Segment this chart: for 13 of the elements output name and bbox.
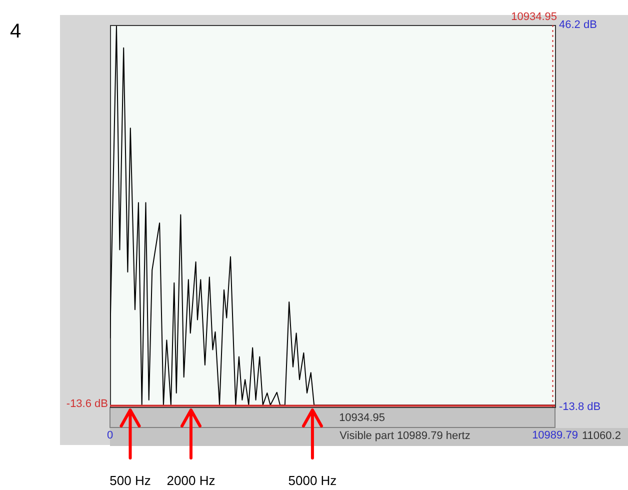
text: 11060.2 [582, 430, 621, 442]
text: 4 [10, 20, 22, 43]
text: Visible part 10989.79 hertz [340, 430, 470, 442]
y-tick-label: -13.8 dB [559, 401, 601, 414]
annotation: 2000 Hz [166, 473, 216, 488]
text: 10934.95 [339, 412, 385, 424]
ref-line-label: 10934.95 [511, 11, 557, 24]
x-tick-label: 10989.79 [532, 430, 578, 442]
ref-line-label: -13.6 dB [66, 398, 108, 410]
x-tick-label: 0 [106, 430, 114, 442]
y-tick-label: 46.2 dB [559, 19, 597, 32]
annotation: 5000 Hz [288, 473, 337, 488]
annotation: 500 Hz [110, 473, 151, 488]
